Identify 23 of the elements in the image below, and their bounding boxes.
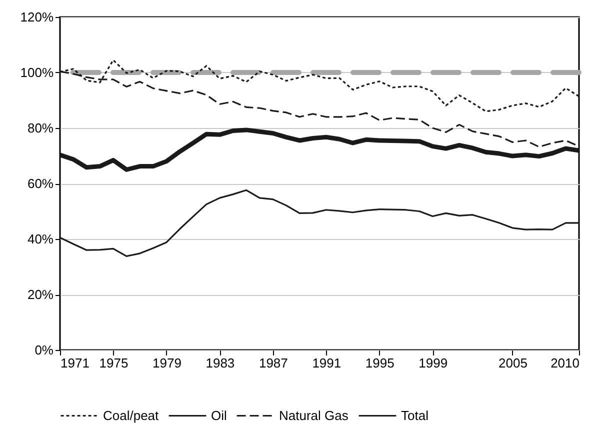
y-tick-label: 80% bbox=[27, 120, 54, 136]
x-tick-label: 1987 bbox=[258, 356, 288, 370]
legend-label: Coal/peat bbox=[103, 408, 160, 423]
x-tick-label: 2005 bbox=[498, 356, 528, 370]
x-tick-label: 2010 bbox=[550, 356, 580, 370]
line-series bbox=[60, 189, 579, 258]
x-tick-label: 1995 bbox=[365, 356, 394, 370]
y-tick-label: 60% bbox=[27, 176, 54, 191]
y-tick-label: 20% bbox=[27, 287, 54, 302]
x-tick-label: 1971 bbox=[60, 356, 90, 370]
x-tick-label: 1999 bbox=[418, 356, 448, 370]
y-tick-label: 120% bbox=[20, 10, 54, 24]
y-tick-label: 40% bbox=[27, 232, 54, 246]
x-tick-label: 1983 bbox=[206, 356, 235, 370]
y-tick-label: 100% bbox=[20, 65, 54, 80]
x-tick-label: 1979 bbox=[152, 356, 182, 370]
line-series bbox=[60, 128, 579, 172]
x-tick-label: 1991 bbox=[312, 356, 342, 370]
legend-label: Oil bbox=[211, 408, 227, 423]
x-tick-label: 1975 bbox=[99, 356, 128, 370]
y-tick-label: 0% bbox=[34, 342, 54, 358]
legend-label: Natural Gas bbox=[279, 408, 349, 423]
legend-label: Total bbox=[401, 408, 429, 423]
